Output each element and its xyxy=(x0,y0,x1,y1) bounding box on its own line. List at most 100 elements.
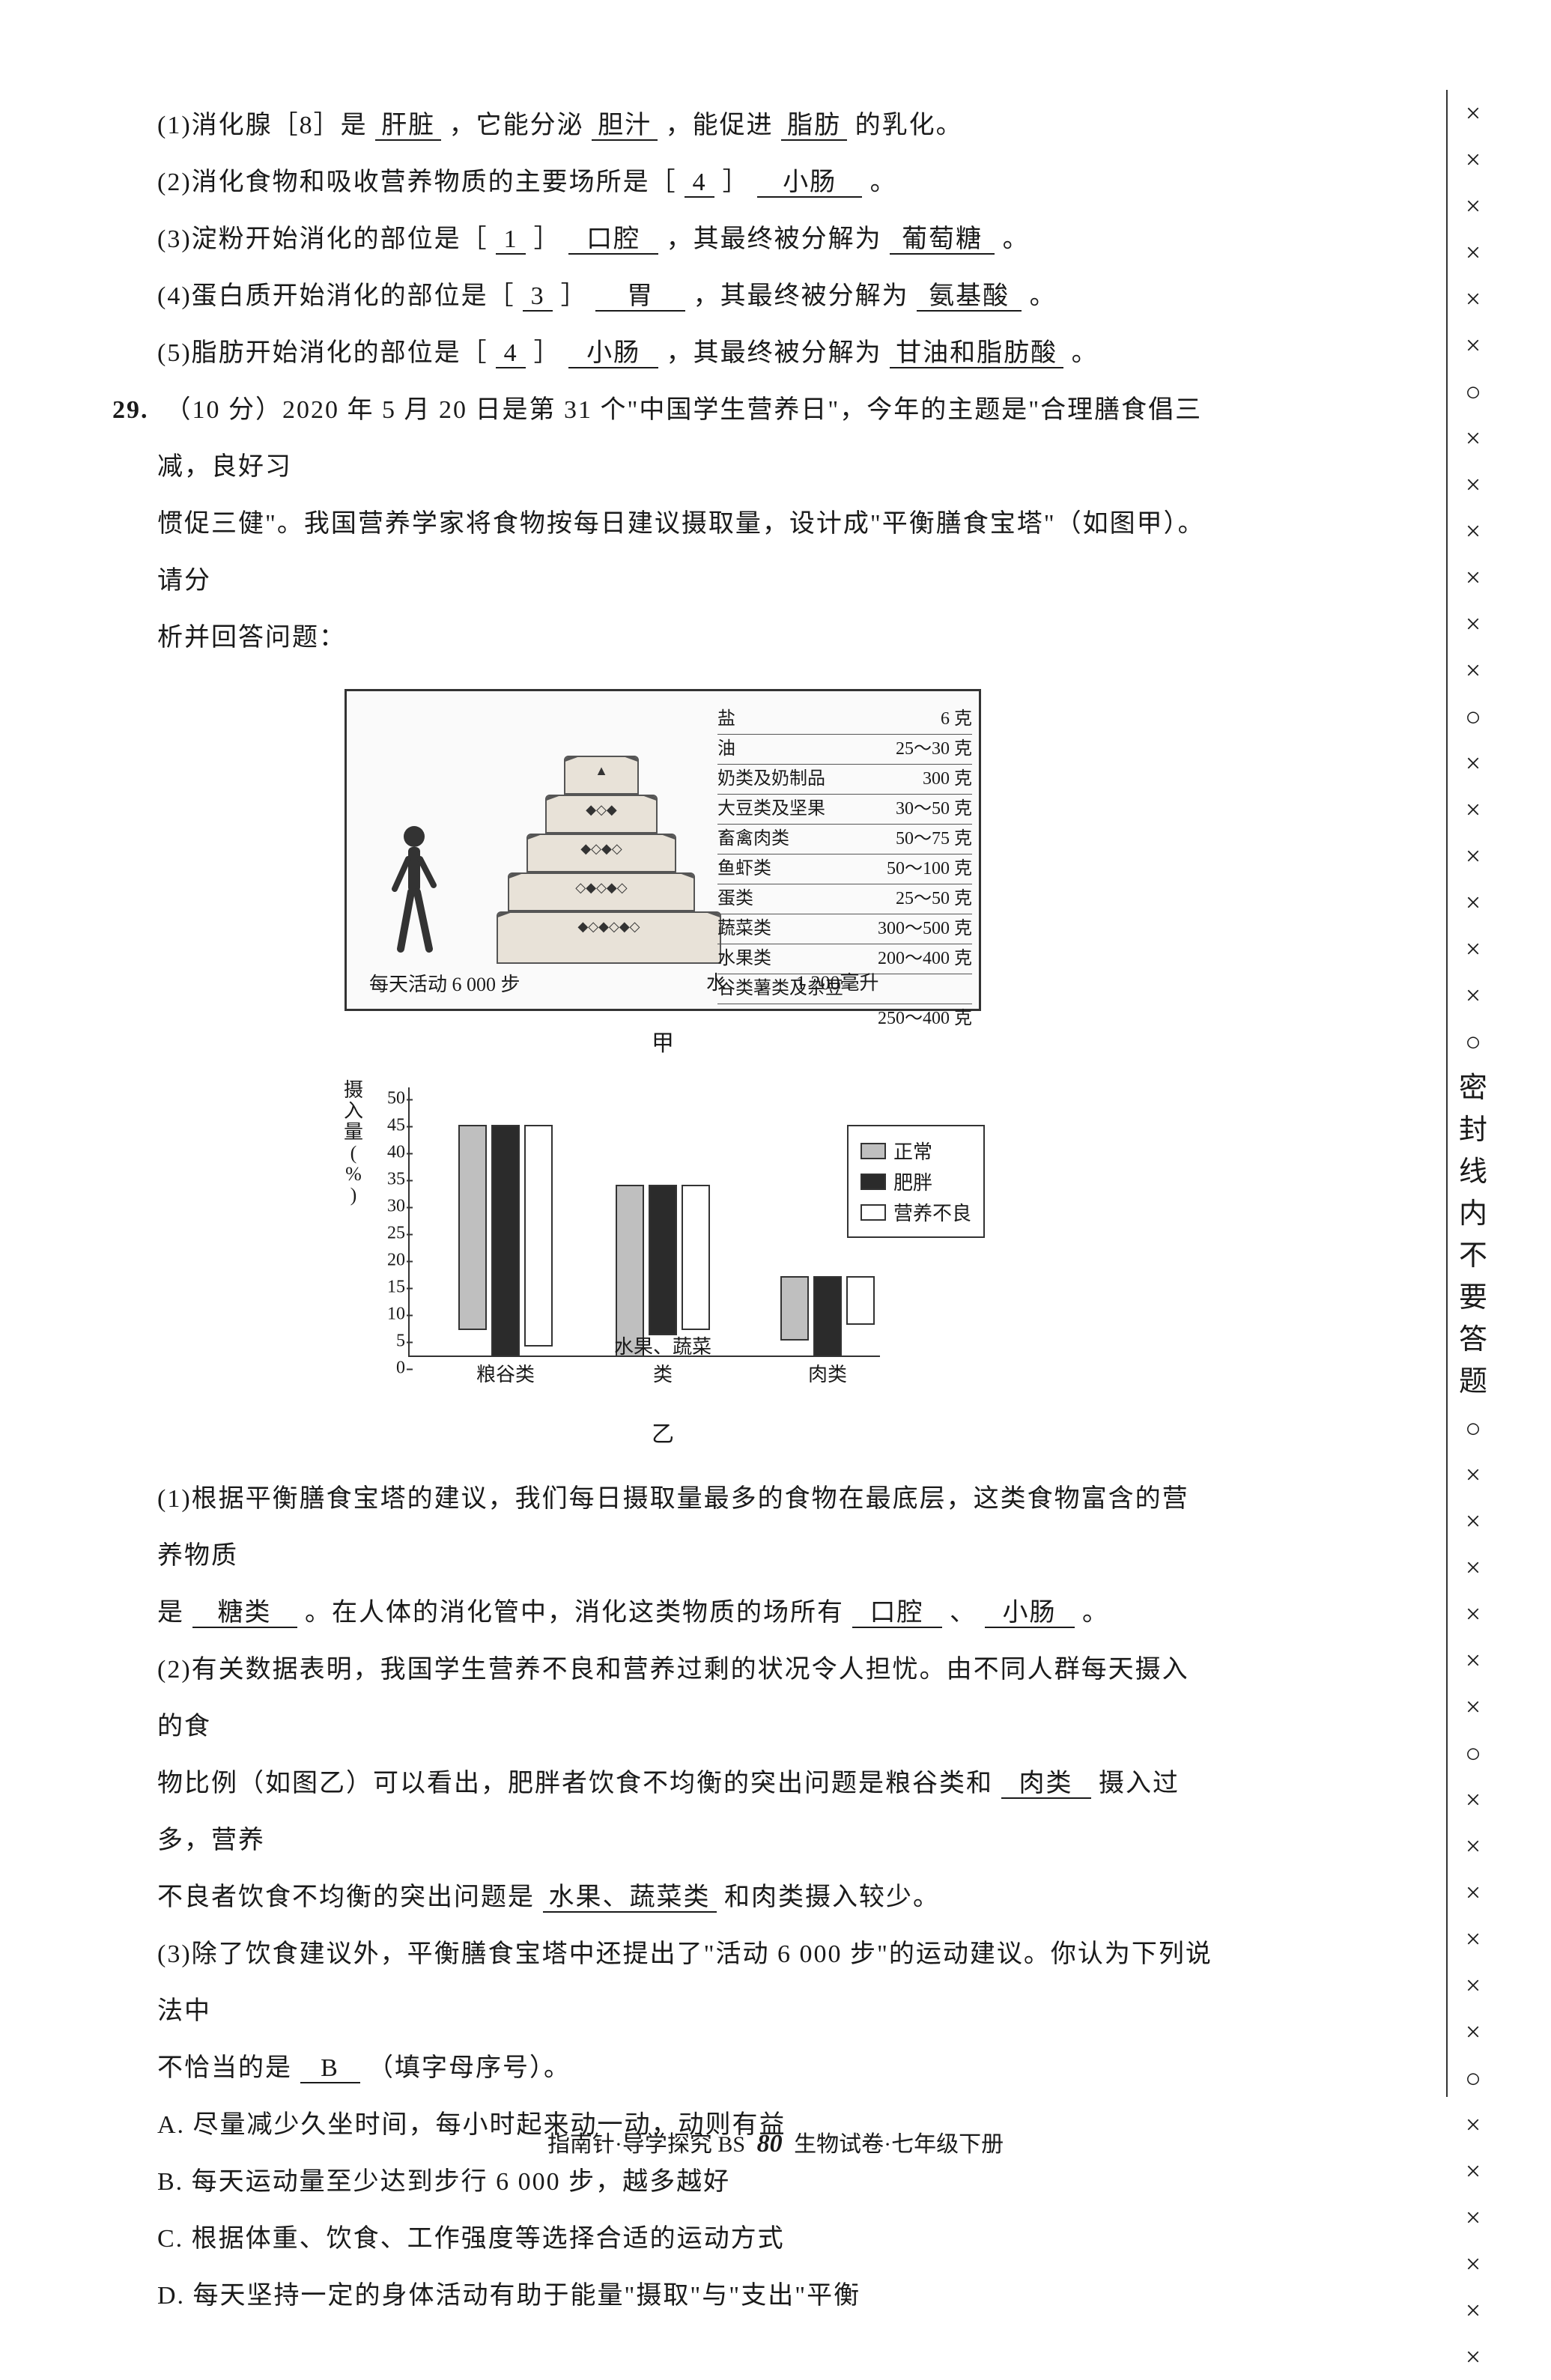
binding-mark: × xyxy=(1448,2148,1499,2194)
text: 不良者饮食不均衡的突出问题是 xyxy=(157,1883,535,1911)
binding-mark: × xyxy=(1448,1869,1499,1916)
y-axis-title: 摄入量(%) xyxy=(341,1080,366,1206)
blank: 3 xyxy=(523,282,553,312)
binding-mark: ○ xyxy=(1448,693,1499,740)
blank: 氨基酸 xyxy=(917,282,1022,312)
pagoda-item-value: 6 克 xyxy=(941,707,972,732)
text: 是 xyxy=(157,1599,184,1627)
q29-stem-line3: 析并回答问题： xyxy=(157,610,1213,667)
bar xyxy=(780,1276,809,1341)
figure-chart: 摄入量(%) 正常肥胖营养不良 05101520253035404550粮谷类水… xyxy=(326,1080,1000,1448)
pagoda-item-name: 奶类及奶制品 xyxy=(717,767,923,792)
text: ］ xyxy=(723,169,750,196)
chart-legend: 正常肥胖营养不良 xyxy=(847,1125,985,1238)
text: 。 xyxy=(1003,225,1030,253)
bar-chart: 摄入量(%) 正常肥胖营养不良 05101520253035404550粮谷类水… xyxy=(341,1080,985,1402)
text: ，能促进 xyxy=(666,112,774,139)
binding-mark: × xyxy=(1448,554,1499,601)
binding-mark: ○ xyxy=(1448,2055,1499,2101)
q29-1-line1: (1)根据平衡膳食宝塔的建议，我们每日摄取量最多的食物在最底层，这类食物富含的营… xyxy=(157,1471,1213,1585)
pagoda-box: ▲ ◆◇◆ ◆◇◆◇ ◇◆◇◆◇ ◆◇◆◇◆◇ 盐6 克油25～30 克奶类及奶… xyxy=(345,689,981,1011)
figure-pagoda: ▲ ◆◇◆ ◆◇◆◇ ◇◆◇◆◇ ◆◇◆◇◆◇ 盐6 克油25～30 克奶类及奶… xyxy=(326,689,1000,1057)
q29-3-line2: 不恰当的是 B （填字母序号）。 xyxy=(157,2040,1213,2097)
legend-label: 正常 xyxy=(893,1137,932,1165)
legend-swatch xyxy=(861,1204,886,1221)
page-number: 80 xyxy=(757,2130,783,2158)
binding-mark: × xyxy=(1448,1916,1499,1962)
y-tick-label: 40 xyxy=(371,1143,405,1163)
text: 物比例（如图乙）可以看出，肥胖者饮食不均衡的突出问题是粮谷类和 xyxy=(157,1770,993,1797)
binding-mark: × xyxy=(1448,1823,1499,1869)
pagoda-tier: ◆◇◆◇◆◇ xyxy=(497,911,721,964)
bar-group xyxy=(449,1125,562,1357)
q29-stem-line1: 29. （10 分）2020 年 5 月 20 日是第 31 个"中国学生营养日… xyxy=(157,382,1213,496)
binding-mark: × xyxy=(1448,786,1499,833)
text: 。 xyxy=(1082,1599,1109,1627)
q29: 29. （10 分）2020 年 5 月 20 日是第 31 个"中国学生营养日… xyxy=(112,382,1213,667)
legend-label: 肥胖 xyxy=(893,1168,932,1195)
binding-mark: × xyxy=(1448,461,1499,508)
y-tick-label: 20 xyxy=(371,1251,405,1271)
pagoda-item-name: 盐 xyxy=(717,707,941,732)
pagoda-item-name: 蛋类 xyxy=(717,887,896,911)
pagoda-item-value: 50～75 克 xyxy=(896,827,972,851)
pagoda-label-row: 油25～30 克 xyxy=(717,735,972,765)
binding-text: 要 xyxy=(1448,1279,1499,1317)
pagoda-item-name: 畜禽肉类 xyxy=(717,827,896,851)
pagoda-item-value: 25～30 克 xyxy=(896,737,972,762)
binding-mark: × xyxy=(1448,740,1499,786)
binding-mark: × xyxy=(1448,2101,1499,2148)
binding-text: 内 xyxy=(1448,1195,1499,1233)
q29-stem-line2: 惯促三健"。我国营养学家将食物按每日建议摄取量，设计成"平衡膳食宝塔"（如图甲）… xyxy=(157,496,1213,610)
text: ，其最终被分解为 xyxy=(667,339,882,367)
legend-row: 正常 xyxy=(861,1137,971,1165)
page-content: (1)消化腺［8］是 肝脏 ，它能分泌 胆汁 ，能促进 脂肪 的乳化。 (2)消… xyxy=(0,0,1363,2325)
text: (1)消化腺［8］是 xyxy=(157,112,368,139)
pagoda-tier: ▲ xyxy=(564,756,639,795)
text: 。在人体的消化管中，消化这类物质的场所有 xyxy=(305,1599,844,1627)
blank: 胆汁 xyxy=(592,111,658,141)
q28-line3: (3)淀粉开始消化的部位是［ 1 ］ 口腔 ，其最终被分解为 葡萄糖 。 xyxy=(157,211,1213,268)
pagoda-label-row: 蛋类25～50 克 xyxy=(717,884,972,914)
blank: 1 xyxy=(496,225,526,255)
binding-mark: × xyxy=(1448,508,1499,554)
y-tick-label: 15 xyxy=(371,1278,405,1298)
text: ］ xyxy=(561,282,588,310)
pagoda-item-name xyxy=(717,1007,878,1031)
binding-mark: × xyxy=(1448,879,1499,926)
footer-right: 生物试卷·七年级下册 xyxy=(794,2132,1004,2157)
y-tick-label: 35 xyxy=(371,1170,405,1190)
binding-mark: ○ xyxy=(1448,368,1499,415)
pagoda-item-value: 250～400 克 xyxy=(878,1007,972,1031)
binding-text: 不 xyxy=(1448,1237,1499,1275)
legend-label: 营养不良 xyxy=(893,1198,971,1226)
binding-mark: × xyxy=(1448,229,1499,276)
blank: 小肠 xyxy=(985,1598,1075,1628)
text: (3)除了饮食建议外，平衡膳食宝塔中还提出了"活动 6 000 步"的运动建议。… xyxy=(157,1940,1212,2025)
y-tick-label: 45 xyxy=(371,1116,405,1136)
text: 、 xyxy=(950,1599,977,1627)
water-amount: 1 200毫升 xyxy=(796,968,879,995)
bar xyxy=(682,1185,710,1330)
blank: 糖类 xyxy=(192,1598,297,1628)
option-d: D. 每天坚持一定的身体活动有助于能量"摄取"与"支出"平衡 xyxy=(157,2268,1213,2325)
bar xyxy=(846,1276,875,1325)
binding-mark: × xyxy=(1448,415,1499,461)
y-tick-label: 50 xyxy=(371,1089,405,1109)
binding-mark: ○ xyxy=(1448,1019,1499,1065)
binding-mark: × xyxy=(1448,1637,1499,1684)
text: 的乳化。 xyxy=(855,112,963,139)
blank: 小肠 xyxy=(757,168,862,198)
binding-text: 线 xyxy=(1448,1153,1499,1191)
pagoda-tier: ◇◆◇◆◇ xyxy=(508,872,695,911)
binding-mark: × xyxy=(1448,1962,1499,2009)
category-label: 粮谷类 xyxy=(449,1359,562,1387)
pagoda-label-row: 蔬菜类300～500 克 xyxy=(717,914,972,944)
category-label: 水果、蔬菜类 xyxy=(607,1332,719,1387)
question-number: 29. xyxy=(112,382,157,439)
q29-3-line1: (3)除了饮食建议外，平衡膳食宝塔中还提出了"活动 6 000 步"的运动建议。… xyxy=(157,1926,1213,2040)
blank: 肝脏 xyxy=(375,111,441,141)
binding-mark: × xyxy=(1448,2241,1499,2287)
pagoda-item-name: 油 xyxy=(717,737,896,762)
text: (1)根据平衡膳食宝塔的建议，我们每日摄取量最多的食物在最底层，这类食物富含的营… xyxy=(157,1485,1189,1570)
